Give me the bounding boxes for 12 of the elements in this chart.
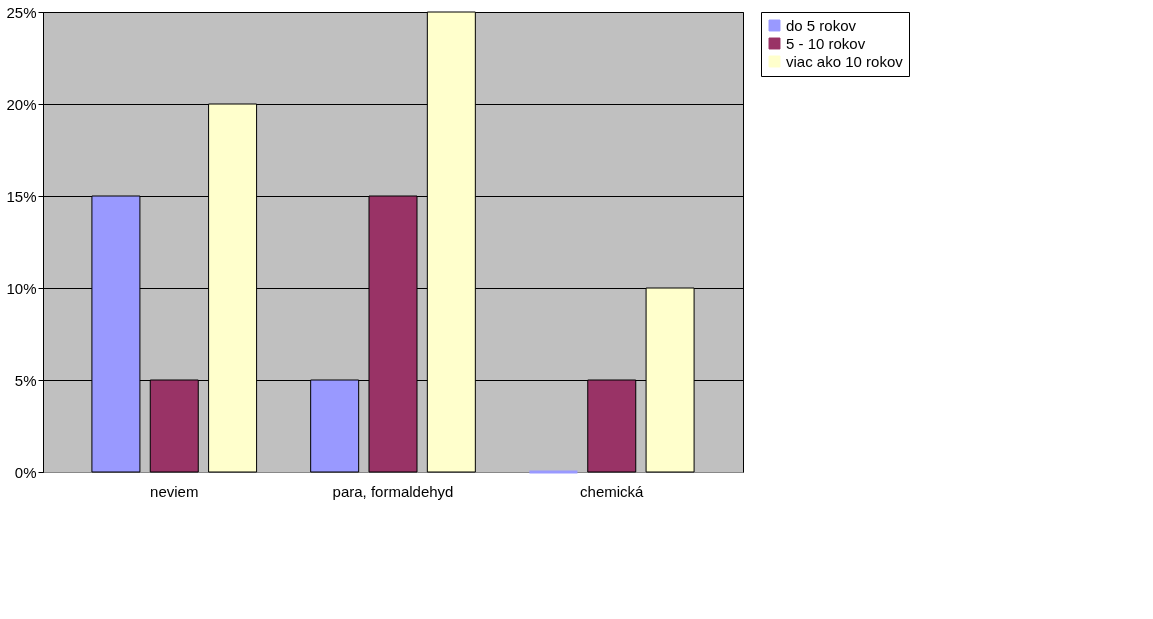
x-tick-label: para, formaldehyd: [332, 482, 454, 500]
x-tick-label: chemická: [580, 482, 645, 500]
x-tick-label: neviem: [150, 482, 199, 500]
y-tick-label: 0%: [14, 463, 37, 481]
y-tick-label: 10%: [6, 279, 37, 297]
y-tick-label: 5%: [14, 371, 37, 389]
legend-label: do 5 rokov: [786, 16, 857, 34]
legend-label: 5 - 10 rokov: [786, 34, 866, 52]
y-tick-label: 25%: [6, 3, 37, 21]
y-tick-label: 15%: [6, 187, 37, 205]
y-tick-label: 20%: [6, 95, 37, 113]
legend-label: viac ako 10 rokov: [786, 52, 904, 70]
